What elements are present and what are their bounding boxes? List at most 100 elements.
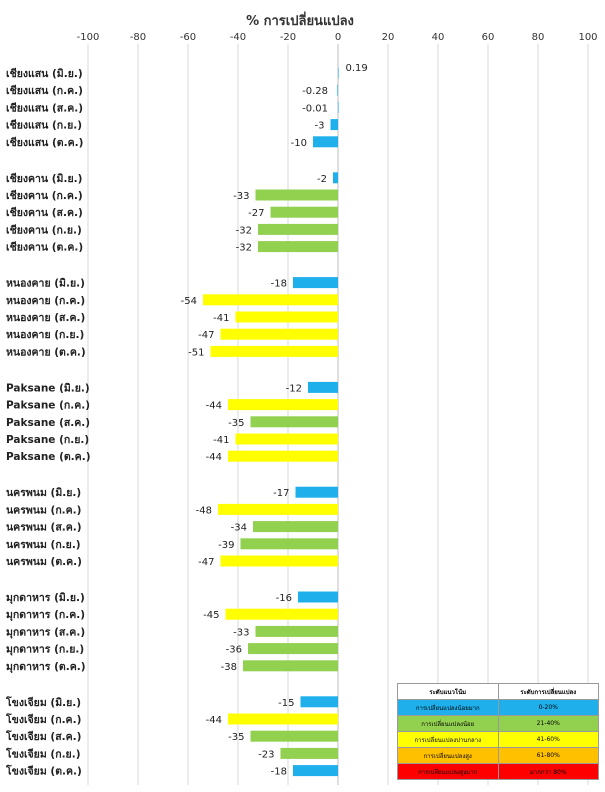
legend-table: ระดับแนวโน้ม ระดับการเปลี่ยนแปลง การเปลี…	[397, 683, 599, 780]
row-label: นครพนม (มิ.ย.)	[6, 487, 81, 499]
legend-range: 21-40%	[497, 716, 599, 731]
row-label: เชียงคาน (ก.ค.)	[6, 189, 83, 202]
data-label: -18	[271, 279, 287, 290]
data-label: -10	[291, 138, 307, 149]
bar	[210, 345, 338, 357]
row-label: Paksane (มิ.ย.)	[6, 382, 90, 394]
x-tick-labels: -100 -80 -60 -40 -20 0 20 40 60 80 100	[77, 32, 598, 43]
bar	[295, 486, 338, 498]
bar	[338, 67, 339, 79]
bar	[313, 136, 338, 148]
data-label: -27	[248, 208, 264, 219]
row-label: Paksane (ก.ย.)	[6, 434, 89, 446]
row-label: นครพนม (ส.ค.)	[6, 522, 82, 534]
row-label: Paksane (ส.ค.)	[6, 417, 90, 429]
row-label: โขงเจียม (มิ.ย.)	[5, 696, 81, 709]
row-label: มุกดาหาร (ก.ค.)	[6, 609, 85, 622]
row-label: เชียงแสน (ก.ค.)	[6, 84, 83, 97]
x-tick-label: 20	[382, 32, 395, 43]
data-label: -45	[203, 610, 219, 621]
row-label: หนองคาย (ก.ค.)	[6, 295, 85, 307]
data-label: -32	[236, 243, 252, 254]
bar	[293, 277, 338, 289]
bar	[203, 294, 338, 306]
legend-header-range: ระดับการเปลี่ยนแปลง	[497, 684, 599, 699]
bar	[333, 172, 338, 184]
data-label: -2	[317, 174, 327, 185]
bar	[240, 538, 338, 550]
bar	[258, 223, 338, 235]
data-label: -39	[218, 540, 234, 551]
data-label: -33	[233, 191, 249, 202]
bar	[298, 591, 338, 603]
x-tick-label: 0	[335, 32, 341, 43]
bar	[330, 119, 338, 131]
data-label: -36	[226, 645, 242, 656]
row-label: เชียงคาน (ต.ค.)	[6, 241, 83, 254]
bars	[203, 67, 339, 777]
data-label: -51	[188, 347, 204, 358]
bar	[270, 206, 338, 218]
data-label: -12	[286, 383, 302, 394]
row-label: มุกดาหาร (มิ.ย.)	[6, 592, 85, 605]
row-label: โขงเจียม (ก.ค.)	[5, 713, 81, 726]
row-label: หนองคาย (ต.ค.)	[6, 346, 86, 358]
row-label: เชียงแสน (ต.ค.)	[6, 136, 83, 149]
data-label: -44	[206, 401, 222, 412]
row-label: มุกดาหาร (ต.ค.)	[6, 661, 86, 674]
row-label: เชียงคาน (ก.ย.)	[6, 223, 82, 236]
row-label: นครพนม (ต.ค.)	[6, 556, 82, 568]
bar	[220, 555, 338, 567]
legend-row: การเปลี่ยนแปลงสูงมาก มากกว่า 80%	[398, 763, 598, 779]
row-label: Paksane (ก.ค.)	[6, 400, 90, 412]
data-label: -54	[181, 296, 197, 307]
bar	[228, 713, 338, 725]
legend-row: การเปลี่ยนแปลงสูง 61-80%	[398, 747, 598, 763]
bar	[228, 399, 338, 411]
row-label: เชียงแสน (ส.ค.)	[6, 101, 83, 114]
row-label: เชียงคาน (มิ.ย.)	[6, 172, 82, 185]
legend-row: การเปลี่ยนแปลงน้อย 21-40%	[398, 715, 598, 731]
x-tick-label: 60	[482, 32, 495, 43]
data-label: -18	[271, 767, 287, 778]
data-label: -23	[258, 749, 274, 760]
bar	[228, 450, 338, 462]
data-label: -35	[228, 732, 244, 743]
x-tick-label: -40	[230, 32, 246, 43]
x-tick-label: 100	[578, 32, 597, 43]
data-label: -41	[213, 313, 229, 324]
legend-row: การเปลี่ยนแปลงน้อยมาก 0-20%	[398, 699, 598, 715]
x-tick-label: -60	[180, 32, 196, 43]
data-label: -34	[231, 523, 247, 534]
legend-row: การเปลี่ยนแปลงปานกลาง 41-60%	[398, 731, 598, 747]
chart-title: % การเปลี่ยนแปลง	[246, 11, 354, 29]
bar	[250, 416, 338, 428]
data-label: -35	[228, 418, 244, 429]
data-label: -3	[315, 121, 325, 132]
bar	[300, 696, 338, 708]
data-label: -33	[233, 627, 249, 638]
row-label: มุกดาหาร (ส.ค.)	[6, 626, 85, 639]
bar	[258, 241, 338, 253]
data-label: -0.28	[302, 86, 328, 97]
data-label: -15	[278, 698, 294, 709]
row-label: โขงเจียม (ต.ค.)	[5, 765, 82, 778]
data-label: -41	[213, 435, 229, 446]
bar	[225, 608, 338, 620]
row-label: Paksane (ต.ค.)	[6, 451, 91, 463]
legend-header-level: ระดับแนวโน้ม	[429, 688, 467, 696]
row-label: หนองคาย (มิ.ย.)	[6, 278, 85, 290]
row-label: โขงเจียม (ก.ย.)	[5, 747, 81, 760]
data-label: -0.01	[302, 103, 328, 114]
bar	[308, 381, 338, 393]
bar	[250, 730, 338, 742]
data-label: -44	[206, 715, 222, 726]
row-label: นครพนม (ก.ค.)	[6, 504, 81, 516]
row-label: เชียงคาน (ส.ค.)	[6, 206, 83, 219]
x-tick-label: -20	[280, 32, 296, 43]
bar	[337, 84, 338, 96]
x-tick-label: -80	[130, 32, 146, 43]
legend-body: การเปลี่ยนแปลงน้อยมาก 0-20% การเปลี่ยนแปลง…	[398, 699, 598, 779]
legend-range: 41-60%	[497, 732, 599, 747]
